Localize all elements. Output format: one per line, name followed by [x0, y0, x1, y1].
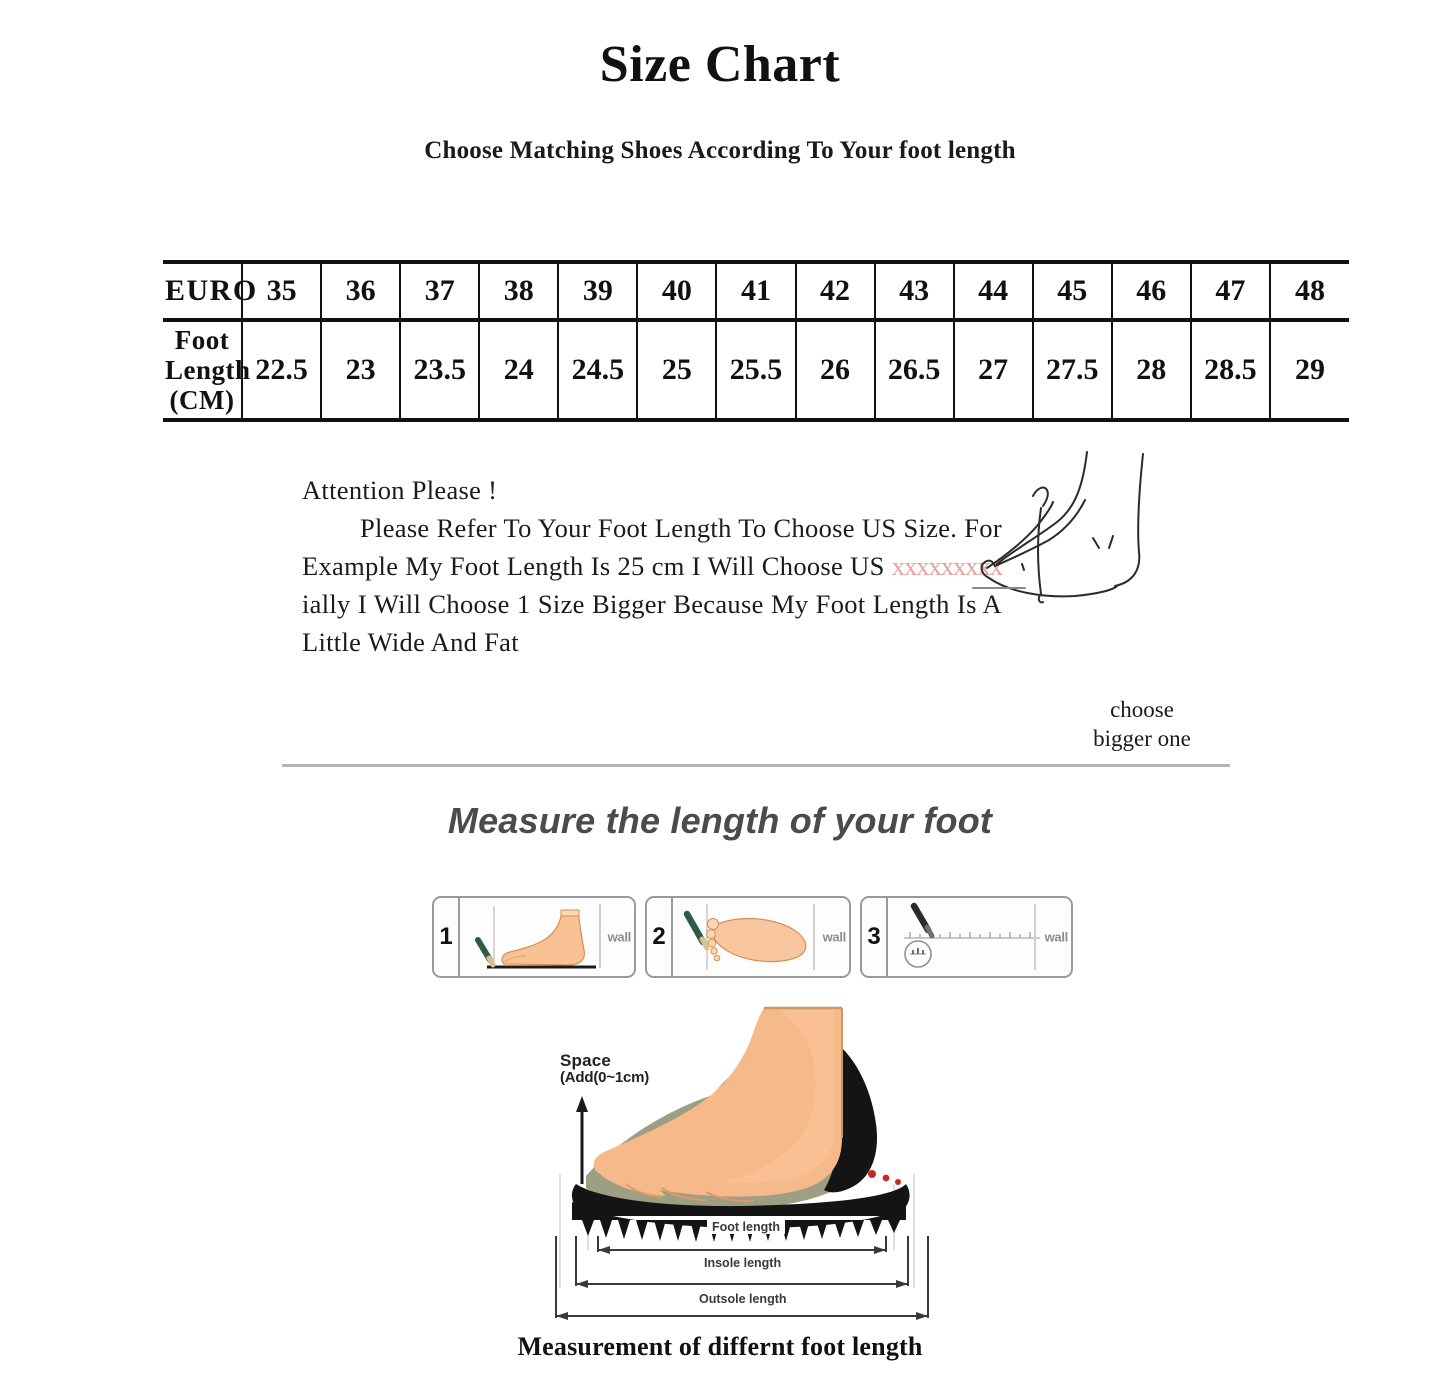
table-cell-euro: 43 [873, 260, 954, 320]
table-cell-foot-length: 29 [1268, 318, 1349, 422]
page-title: Size Chart [599, 36, 841, 93]
size-table: EURO 35 36 37 38 39 40 41 42 43 44 45 46… [163, 260, 1349, 422]
wall-label: wall [1044, 929, 1069, 945]
table-cell-foot-length: 23 [320, 318, 401, 422]
measurement-label-outsole-length: Outsole length [694, 1292, 792, 1306]
row-header-line: Foot [174, 324, 230, 355]
table-cell-foot-length: 27.5 [1031, 318, 1112, 422]
choose-bigger-line: choose [1110, 697, 1174, 722]
measurement-label-foot-length: Foot length [707, 1220, 786, 1234]
measurement-label-insole-length: Insole length [699, 1256, 787, 1270]
table-cell-foot-length: 28.5 [1189, 318, 1270, 422]
step-number: 3 [862, 898, 888, 976]
step-3-illustration: wall [888, 898, 1071, 976]
table-cell-foot-length: 25 [636, 318, 717, 422]
table-cell-euro: 36 [320, 260, 401, 320]
step-number: 1 [434, 898, 460, 976]
bottom-caption: Measurement of differnt foot length [517, 1332, 923, 1361]
table-cell-euro: 35 [241, 260, 322, 320]
page-subtitle: Choose Matching Shoes According To Your … [424, 136, 1016, 164]
table-cell-foot-length: 24.5 [557, 318, 638, 422]
wall-label: wall [607, 929, 632, 945]
step-2-illustration: wall [673, 898, 849, 976]
table-cell-euro: 39 [557, 260, 638, 320]
row-header-euro: EURO [163, 260, 256, 320]
table-cell-foot-length: 22.5 [241, 318, 322, 422]
measure-steps: 1 wall 2 [432, 896, 1082, 978]
attention-body-after: ially I Will Choose 1 Size Bigger Becaus… [302, 589, 1002, 657]
table-cell-foot-length: 23.5 [399, 318, 480, 422]
table-cell-foot-length: 26.5 [873, 318, 954, 422]
row-header-line: Length [165, 354, 251, 385]
table-row-euro: EURO 35 36 37 38 39 40 41 42 43 44 45 46… [163, 260, 1349, 320]
table-cell-euro: 38 [478, 260, 559, 320]
table-cell-euro: 48 [1268, 260, 1349, 320]
step-box-2: 2 wall [645, 896, 851, 978]
section-divider [282, 764, 1230, 767]
attention-heading: Attention Please ! [302, 475, 498, 505]
attention-body-before: Please Refer To Your Foot Length To Choo… [302, 513, 1002, 581]
foot-profile-outline-icon [965, 446, 1195, 656]
table-cell-euro: 40 [636, 260, 717, 320]
attention-body: Please Refer To Your Foot Length To Choo… [302, 509, 1003, 661]
foot-in-shoe-diagram [542, 988, 942, 1328]
step-box-1: 1 wall [432, 896, 636, 978]
space-callout-line-1: Space [560, 1051, 612, 1070]
table-cell-foot-length: 25.5 [715, 318, 796, 422]
space-callout-line-2: (Add(0~1cm) [560, 1068, 650, 1086]
table-cell-euro: 42 [794, 260, 875, 320]
size-table-container: EURO 35 36 37 38 39 40 41 42 43 44 45 46… [163, 260, 1349, 422]
measure-section-heading: Measure the length of your foot [447, 800, 993, 841]
step-number: 2 [647, 898, 673, 976]
table-cell-euro: 45 [1031, 260, 1112, 320]
step-1-illustration: wall [460, 898, 634, 976]
table-cell-foot-length: 28 [1110, 318, 1191, 422]
table-row-foot-length: Foot Length (CM) 22.5 23 23.5 24 24.5 25… [163, 318, 1349, 422]
table-cell-foot-length: 26 [794, 318, 875, 422]
row-header-line: (CM) [169, 385, 235, 416]
table-cell-foot-length: 24 [478, 318, 559, 422]
step-box-3: 3 [860, 896, 1073, 978]
wall-label: wall [822, 929, 847, 945]
table-cell-foot-length: 27 [952, 318, 1033, 422]
row-header-foot-length: Foot Length (CM) [163, 318, 250, 422]
table-cell-euro: 47 [1189, 260, 1270, 320]
choose-bigger-note: choose bigger one [1052, 695, 1232, 753]
table-cell-euro: 44 [952, 260, 1033, 320]
choose-bigger-line: bigger one [1093, 726, 1191, 751]
table-cell-euro: 46 [1110, 260, 1191, 320]
table-cell-euro: 37 [399, 260, 480, 320]
attention-note: Attention Please ! Please Refer To Your … [302, 471, 1003, 661]
space-callout-label: Space (Add(0~1cm) [560, 1052, 649, 1086]
table-cell-euro: 41 [715, 260, 796, 320]
